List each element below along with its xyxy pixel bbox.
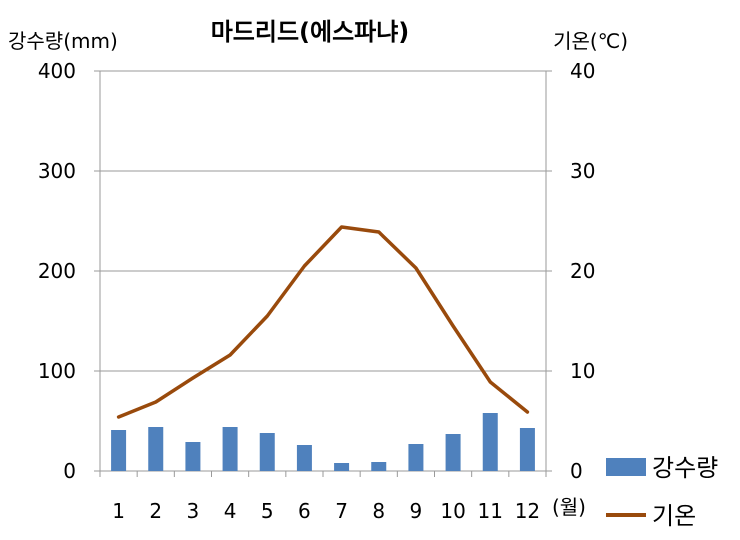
- left-tick-label: 100: [38, 359, 76, 383]
- x-tick-label: 9: [410, 499, 423, 523]
- left-tick-label: 200: [38, 259, 76, 283]
- left-axis-title: 강수량(mm): [8, 29, 118, 53]
- x-tick-label: 1: [112, 499, 125, 523]
- precipitation-bar: [222, 427, 238, 471]
- x-tick-label: 10: [440, 499, 465, 523]
- x-tick-label: 3: [187, 499, 200, 523]
- x-axis-unit: (월): [552, 495, 586, 519]
- right-tick-label: 20: [570, 259, 595, 283]
- x-tick-label: 6: [298, 499, 311, 523]
- right-axis-ticks: 0 10 20 30 40: [570, 59, 595, 483]
- precipitation-bar: [445, 434, 461, 471]
- precipitation-bar: [334, 463, 350, 471]
- x-tick-label: 12: [515, 499, 540, 523]
- x-tick-label: 5: [261, 499, 274, 523]
- legend-label-temperature: 기온: [652, 502, 696, 530]
- left-tick-label: 400: [38, 59, 76, 83]
- precipitation-bar: [519, 428, 535, 471]
- x-axis-ticks: 1 2 3 4 5 6 7 8 9 10 11 12: [112, 499, 540, 523]
- x-tick-label: 7: [335, 499, 348, 523]
- right-tick-label: 0: [570, 459, 583, 483]
- x-tick-label: 4: [224, 499, 237, 523]
- gridlines: [94, 70, 552, 477]
- precipitation-bar: [111, 430, 127, 471]
- precipitation-bar: [482, 413, 498, 471]
- chart-title: 마드리드(에스파냐): [211, 18, 410, 46]
- right-tick-label: 30: [570, 159, 595, 183]
- right-axis-title: 기온(℃): [553, 29, 628, 53]
- precipitation-bar: [371, 462, 387, 471]
- left-axis-ticks: 0 100 200 300 400: [38, 59, 76, 483]
- legend-swatch-precipitation: [606, 458, 646, 476]
- x-tick-label: 11: [478, 499, 503, 523]
- legend: 강수량 기온: [606, 454, 718, 530]
- temperature-line: [116, 225, 530, 419]
- precipitation-bar: [148, 427, 164, 471]
- left-tick-label: 300: [38, 159, 76, 183]
- precipitation-bars: [111, 413, 535, 471]
- precipitation-bar: [408, 444, 424, 471]
- legend-label-precipitation: 강수량: [652, 454, 718, 482]
- temperature-line-layer: [116, 225, 530, 419]
- precipitation-bar: [259, 433, 275, 471]
- precipitation-bar: [185, 442, 201, 471]
- left-tick-label: 0: [63, 459, 76, 483]
- right-tick-label: 40: [570, 59, 595, 83]
- right-tick-label: 10: [570, 359, 595, 383]
- x-tick-label: 8: [372, 499, 385, 523]
- x-tick-label: 2: [149, 499, 162, 523]
- precipitation-bar: [296, 445, 312, 471]
